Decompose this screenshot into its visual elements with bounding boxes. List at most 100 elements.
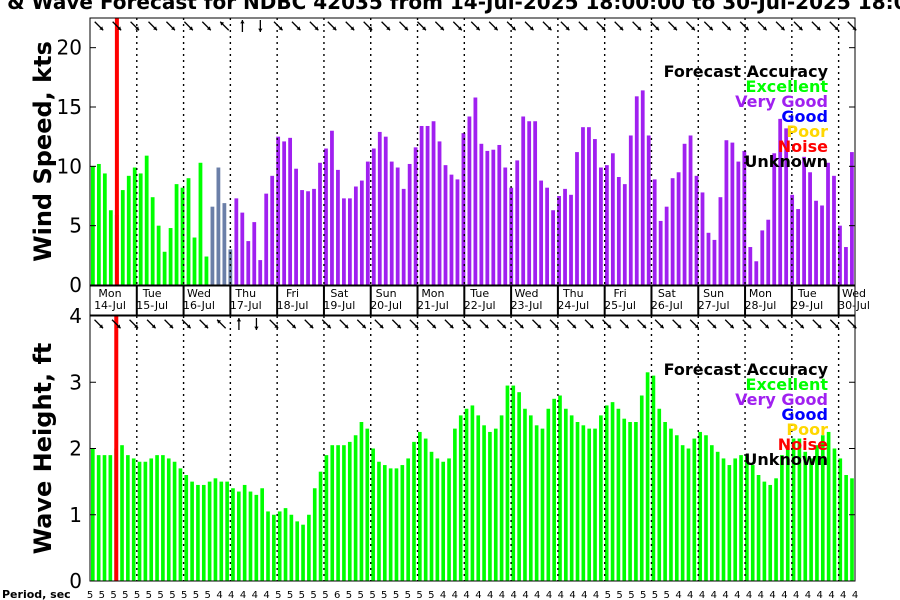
wave-bar (604, 405, 609, 581)
legend-title: Forecast Accuracy (664, 62, 829, 81)
period-value: 4 (558, 590, 564, 600)
wave-bar (476, 415, 481, 582)
direction-arrow (130, 21, 140, 31)
direction-arrow (689, 319, 700, 329)
day-name: Tue (142, 287, 162, 300)
direction-arrow (532, 319, 542, 329)
y-tick-label: 2 (69, 437, 82, 461)
y-axis-label: Wave Height, ft (29, 343, 57, 555)
wind-bar (557, 196, 561, 285)
arrow-head (314, 26, 319, 31)
arrow-head (619, 26, 624, 31)
day-strip-top: Mon14-JulTue15-JulWed16-JulThu17-JulFri1… (89, 285, 870, 316)
wave-bar (587, 428, 592, 582)
wind-bar (330, 130, 334, 285)
arrow-head (589, 324, 594, 329)
period-value: 5 (169, 590, 175, 600)
legend-item: Very Good (735, 92, 828, 111)
wave-bar (657, 408, 662, 581)
wind-bar (575, 152, 579, 285)
wind-bar (276, 136, 281, 285)
arrow-head (188, 26, 193, 31)
direction-arrow (286, 319, 297, 329)
wave-bar (651, 375, 656, 582)
arrow-head (726, 26, 731, 31)
direction-arrow (602, 319, 612, 329)
arrow-head (240, 20, 245, 24)
direction-arrow (794, 319, 805, 329)
wind-bar (838, 225, 842, 285)
period-value: 5 (110, 590, 116, 600)
direction-arrow (240, 20, 245, 32)
wave-bar (558, 395, 562, 581)
wave-bar (727, 465, 732, 581)
period-value: 4 (699, 590, 705, 600)
period-value: 5 (616, 590, 622, 600)
wind-bar (796, 209, 801, 285)
period-value: 5 (652, 590, 658, 600)
direction-arrow (488, 21, 499, 31)
wave-bar (155, 455, 159, 582)
direction-arrow (321, 319, 332, 329)
period-value: 4 (687, 590, 693, 600)
wave-bar (377, 461, 381, 581)
wind-bar (210, 206, 215, 285)
wind-bar (389, 161, 394, 285)
wind-bar (790, 194, 795, 285)
direction-arrow (426, 319, 437, 329)
wind-bar (198, 162, 203, 285)
day-name: Fri (286, 287, 299, 300)
wind-bar (126, 175, 131, 285)
direction-arrow (309, 21, 319, 31)
wave-bar (511, 385, 516, 581)
wind-bar (228, 249, 233, 285)
wave-bar (231, 488, 235, 581)
period-value: 4 (463, 590, 469, 600)
direction-arrow (434, 21, 445, 31)
wind-bar (778, 118, 783, 286)
direction-arrow (444, 319, 454, 329)
period-value: 5 (87, 590, 93, 600)
wind-bar (646, 135, 651, 285)
arrow-head (220, 21, 225, 26)
wave-bar (453, 428, 457, 582)
period-value: 4 (828, 590, 834, 600)
direction-arrow (703, 21, 714, 31)
legend-item: Excellent (746, 375, 829, 394)
wind-bar (604, 165, 609, 285)
wind-bar (365, 161, 370, 285)
wind-bar (108, 210, 113, 285)
arrow-head (414, 324, 419, 329)
wind-bar (808, 172, 812, 285)
wind-bar (694, 175, 699, 285)
wave-bar (260, 488, 264, 581)
period-value: 4 (452, 590, 458, 600)
legend-item: Very Good (735, 390, 828, 409)
period-value: 5 (640, 590, 646, 600)
wind-bar (569, 194, 573, 285)
wind-bar (300, 190, 304, 285)
plot-frame (89, 17, 856, 286)
direction-arrow (578, 21, 588, 31)
direction-arrow (183, 21, 194, 31)
wind-bar (610, 153, 615, 285)
arrow-head (624, 324, 629, 329)
arrow-head (439, 26, 444, 31)
wave-bar (137, 461, 142, 581)
arrow-head (852, 324, 857, 329)
arrow-head (326, 324, 331, 329)
wave-bar (312, 488, 317, 581)
y-tick-label: 4 (69, 304, 82, 328)
direction-arrow (146, 319, 157, 329)
wave-bar (832, 448, 837, 581)
period-value: 4 (440, 590, 446, 600)
arrow-head (368, 26, 373, 31)
wind-bar (162, 251, 167, 285)
day-date: 17-Jul (230, 299, 262, 312)
period-value: 4 (240, 590, 246, 600)
wave-bar (499, 415, 504, 582)
wind-bar (294, 168, 298, 285)
day-date: 22-Jul (464, 299, 496, 312)
day-name: Mon (749, 287, 772, 300)
wind-bar (593, 139, 597, 285)
